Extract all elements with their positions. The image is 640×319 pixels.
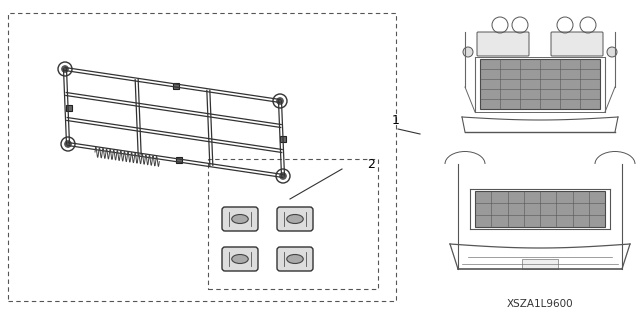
Bar xyxy=(480,59,600,109)
Bar xyxy=(280,136,285,142)
Circle shape xyxy=(62,66,68,72)
Ellipse shape xyxy=(287,214,303,224)
Bar xyxy=(175,157,182,163)
Circle shape xyxy=(463,47,473,57)
Circle shape xyxy=(277,98,283,104)
Text: 1: 1 xyxy=(392,115,400,128)
Ellipse shape xyxy=(232,255,248,263)
Bar xyxy=(173,83,179,89)
Bar xyxy=(475,191,605,227)
Bar xyxy=(208,159,378,289)
FancyBboxPatch shape xyxy=(277,247,313,271)
Bar xyxy=(8,13,396,301)
FancyBboxPatch shape xyxy=(551,32,603,56)
Bar xyxy=(522,259,558,269)
Circle shape xyxy=(607,47,617,57)
Ellipse shape xyxy=(232,214,248,224)
Circle shape xyxy=(65,141,71,147)
Bar xyxy=(65,105,72,110)
Text: XSZA1L9600: XSZA1L9600 xyxy=(507,299,573,309)
Ellipse shape xyxy=(287,255,303,263)
Circle shape xyxy=(280,173,286,179)
FancyBboxPatch shape xyxy=(277,207,313,231)
FancyBboxPatch shape xyxy=(222,247,258,271)
FancyBboxPatch shape xyxy=(222,207,258,231)
FancyBboxPatch shape xyxy=(477,32,529,56)
Text: 2: 2 xyxy=(367,158,375,170)
